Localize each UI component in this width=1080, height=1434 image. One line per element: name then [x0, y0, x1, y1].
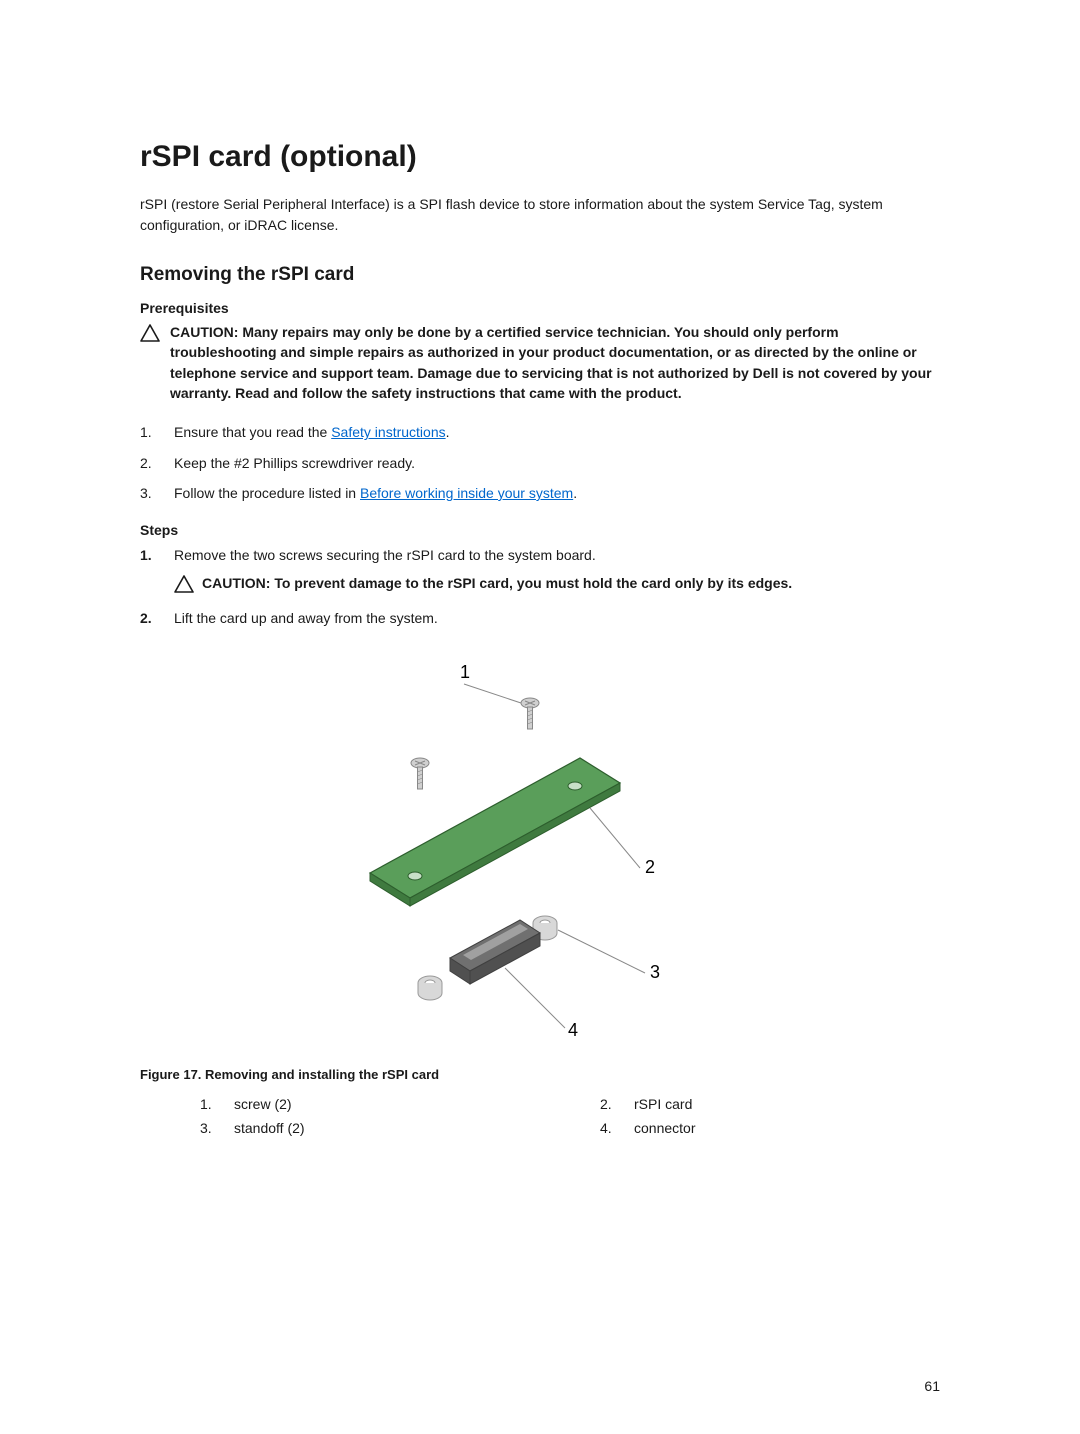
- callout-number: 1.: [200, 1096, 216, 1112]
- callout-list: 1. screw (2) 3. standoff (2) 2. rSPI car…: [140, 1096, 940, 1144]
- prereq-list: Ensure that you read the Safety instruct…: [140, 421, 940, 504]
- callout-number: 4.: [600, 1120, 616, 1136]
- step-text: Remove the two screws securing the rSPI …: [174, 547, 596, 563]
- callout-text: standoff (2): [234, 1120, 305, 1136]
- list-item: Follow the procedure listed in Before wo…: [140, 482, 940, 504]
- caution-block: CAUTION: Many repairs may only be done b…: [140, 322, 940, 403]
- figure-label-4: 4: [568, 1020, 578, 1040]
- figure-diagram: 1: [140, 648, 940, 1053]
- caution-block: CAUTION: To prevent damage to the rSPI c…: [174, 573, 940, 599]
- standoff-shape: [418, 976, 442, 1000]
- callout-text: rSPI card: [634, 1096, 692, 1112]
- figure-caption: Figure 17. Removing and installing the r…: [140, 1067, 940, 1082]
- list-item: Ensure that you read the Safety instruct…: [140, 421, 940, 443]
- figure-label-1: 1: [460, 662, 470, 682]
- steps-list: Remove the two screws securing the rSPI …: [140, 544, 940, 629]
- intro-text: rSPI (restore Serial Peripheral Interfac…: [140, 194, 940, 236]
- callout-number: 3.: [200, 1120, 216, 1136]
- text-fragment: Follow the procedure listed in: [174, 485, 360, 501]
- list-item: Keep the #2 Phillips screwdriver ready.: [140, 452, 940, 474]
- list-item: Lift the card up and away from the syste…: [140, 607, 940, 629]
- callout-text: screw (2): [234, 1096, 292, 1112]
- step-text: Lift the card up and away from the syste…: [174, 610, 438, 626]
- caution-text: CAUTION: To prevent damage to the rSPI c…: [202, 573, 792, 593]
- caution-icon: [140, 324, 160, 347]
- caution-icon: [174, 575, 194, 599]
- text-fragment: .: [446, 424, 450, 440]
- text-fragment: Keep the #2 Phillips screwdriver ready.: [174, 455, 415, 471]
- page-number: 61: [924, 1378, 940, 1394]
- section-heading: Removing the rSPI card: [140, 264, 940, 286]
- screw-icon: [411, 758, 429, 789]
- prereq-label: Prerequisites: [140, 300, 940, 316]
- text-fragment: .: [573, 485, 577, 501]
- callout-text: connector: [634, 1120, 695, 1136]
- text-fragment: Ensure that you read the: [174, 424, 331, 440]
- caution-text: CAUTION: Many repairs may only be done b…: [170, 322, 940, 403]
- rspi-card-shape: [370, 758, 620, 906]
- list-item: Remove the two screws securing the rSPI …: [140, 544, 940, 599]
- connector-shape: [450, 920, 540, 984]
- page-title: rSPI card (optional): [140, 140, 940, 174]
- figure-label-3: 3: [650, 962, 660, 982]
- safety-link[interactable]: Safety instructions: [331, 424, 445, 440]
- before-working-link[interactable]: Before working inside your system: [360, 485, 573, 501]
- steps-label: Steps: [140, 522, 940, 538]
- callout-number: 2.: [600, 1096, 616, 1112]
- screw-icon: [521, 698, 539, 729]
- figure-label-2: 2: [645, 857, 655, 877]
